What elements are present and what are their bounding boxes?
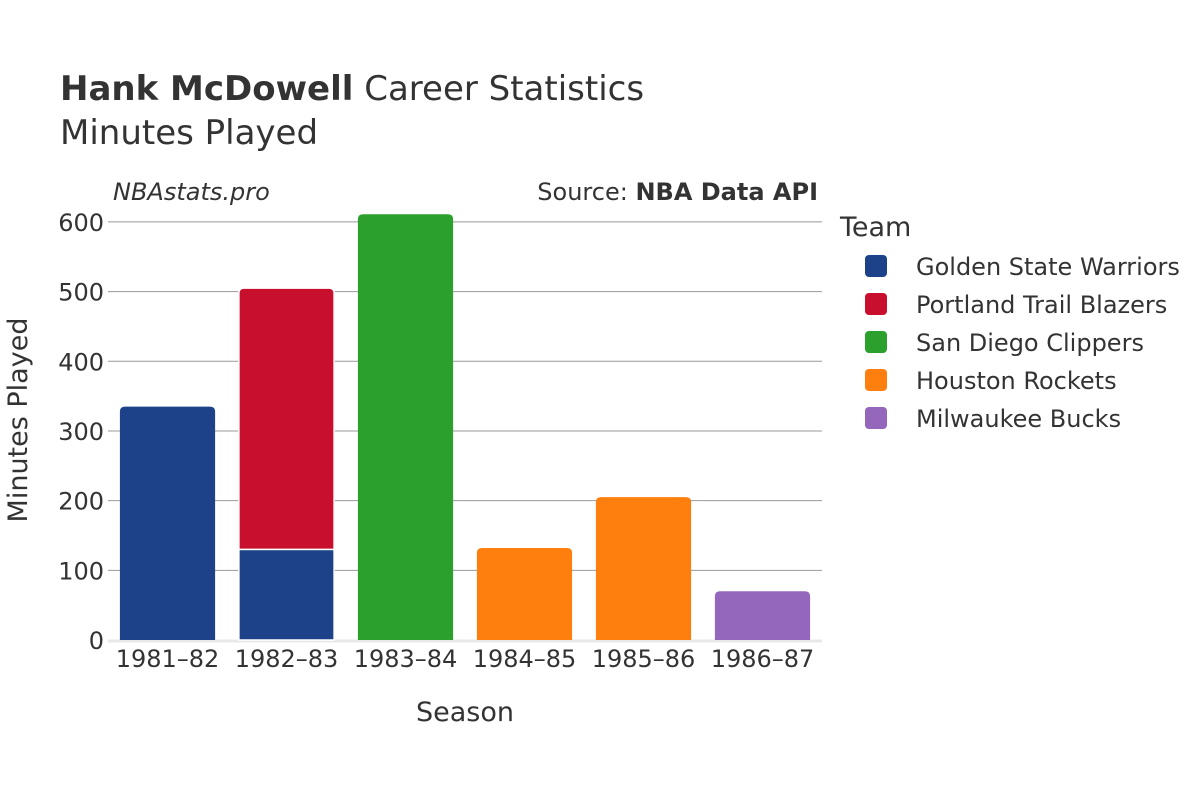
chart-subtitle: Minutes Played xyxy=(60,113,318,153)
bar-houston-rockets-4[interactable] xyxy=(595,497,692,640)
legend-swatch[interactable] xyxy=(865,255,887,277)
legend-swatch[interactable] xyxy=(865,293,887,315)
x-tick-label: 1984–85 xyxy=(473,645,577,673)
y-tick-label: 300 xyxy=(58,418,104,446)
bar-golden-state-warriors-1[interactable] xyxy=(238,548,335,641)
x-tick-label: 1983–84 xyxy=(354,645,458,673)
legend-swatch[interactable] xyxy=(865,331,887,353)
y-tick-label: 500 xyxy=(58,279,104,307)
x-tick-label: 1986–87 xyxy=(711,645,815,673)
bar-houston-rockets-3[interactable] xyxy=(476,548,573,640)
x-tick-label: 1982–83 xyxy=(235,645,339,673)
chart-title-rest: Career Statistics xyxy=(353,69,644,109)
source-prefix: Source: xyxy=(537,178,635,206)
bar-golden-state-warriors-0[interactable] xyxy=(119,406,216,640)
legend-swatch[interactable] xyxy=(865,369,887,391)
legend-swatch[interactable] xyxy=(865,407,887,429)
source-label: Source: NBA Data API xyxy=(537,178,818,206)
legend: Golden State Warriors Portland Trail Blaz… xyxy=(865,253,1180,433)
y-tick-label: 400 xyxy=(58,348,104,376)
chart-title-bold: Hank McDowell xyxy=(60,69,353,109)
chart-title: Hank McDowell Career Statistics xyxy=(60,69,644,109)
legend-label[interactable]: Golden State Warriors xyxy=(916,253,1180,281)
legend-title: Team xyxy=(839,212,911,243)
bar-milwaukee-bucks-5[interactable] xyxy=(714,591,811,640)
x-axis-label: Season xyxy=(416,697,514,728)
y-tick-labels: 0 100 200 300 400 500 600 xyxy=(58,209,104,655)
y-tick-label: 200 xyxy=(58,488,104,516)
bar-san-diego-clippers-2[interactable] xyxy=(357,214,454,640)
watermark: NBAstats.pro xyxy=(113,178,270,206)
grid-lines xyxy=(108,221,822,643)
legend-label[interactable]: Houston Rockets xyxy=(916,367,1117,395)
y-axis-label: Minutes Played xyxy=(3,318,34,523)
legend-label[interactable]: San Diego Clippers xyxy=(916,329,1144,357)
legend-label[interactable]: Portland Trail Blazers xyxy=(916,291,1167,319)
legend-label[interactable]: Milwaukee Bucks xyxy=(916,405,1121,433)
source-name: NBA Data API xyxy=(635,178,818,206)
x-tick-label: 1985–86 xyxy=(592,645,696,673)
bars xyxy=(119,214,811,641)
y-tick-label: 0 xyxy=(89,627,104,655)
x-tick-label: 1981–82 xyxy=(116,645,220,673)
y-tick-label: 600 xyxy=(58,209,104,237)
x-tick-labels: 1981–82 1982–83 1983–84 1984–85 1985–86 1986–… xyxy=(116,645,815,673)
bar-portland-trail-blazers-1[interactable] xyxy=(238,287,335,551)
y-tick-label: 100 xyxy=(58,557,104,585)
